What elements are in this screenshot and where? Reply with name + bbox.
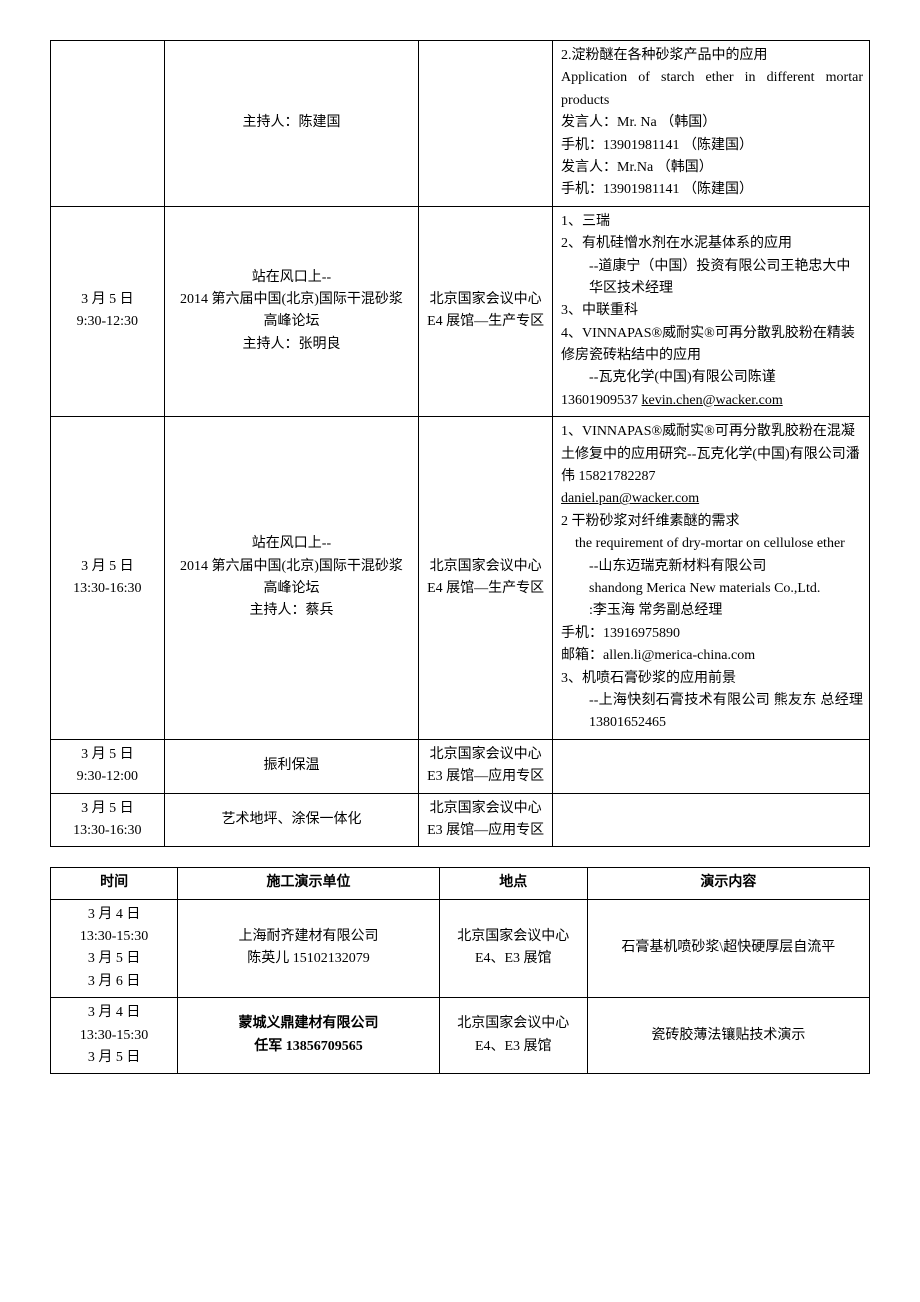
cell-topic: 站在风口上--2014 第六届中国(北京)国际干混砂浆高峰论坛主持人：张明良 <box>164 206 419 417</box>
detail-line: :李玉海 常务副总经理 <box>561 600 863 622</box>
detail-line: 邮箱：allen.li@merica-china.com <box>561 645 863 667</box>
cell-location <box>419 41 553 207</box>
detail-line: 手机：13916975890 <box>561 623 863 645</box>
detail-line: 手机：13901981141 （陈建国） <box>561 179 863 201</box>
table-row: 3 月 5 日9:30-12:30站在风口上--2014 第六届中国(北京)国际… <box>51 206 870 417</box>
detail-line: --道康宁（中国）投资有限公司王艳忠大中华区技术经理 <box>561 256 863 301</box>
cell-location: 北京国家会议中心 E4、E3 展馆 <box>439 998 587 1074</box>
cell-time: 3 月 5 日13:30-16:30 <box>51 793 165 847</box>
table-row: 3 月 4 日13:30-15:303 月 5 日3 月 6 日上海耐齐建材有限… <box>51 899 870 998</box>
cell-topic: 站在风口上--2014 第六届中国(北京)国际干混砂浆高峰论坛主持人：蔡兵 <box>164 417 419 739</box>
detail-line: 13601909537 kevin.chen@wacker.com <box>561 390 863 412</box>
cell-detail <box>553 739 870 793</box>
detail-line: 2.淀粉醚在各种砂浆产品中的应用 <box>561 45 863 67</box>
schedule-table-2: 时间 施工演示单位 地点 演示内容 3 月 4 日13:30-15:303 月 … <box>50 867 870 1074</box>
table2-header-row: 时间 施工演示单位 地点 演示内容 <box>51 868 870 899</box>
detail-line: --瓦克化学(中国)有限公司陈谨 <box>561 367 863 389</box>
table-row: 3 月 5 日13:30-16:30艺术地坪、涂保一体化北京国家会议中心 E3 … <box>51 793 870 847</box>
cell-unit: 蒙城义鼎建材有限公司任军 13856709565 <box>178 998 440 1074</box>
detail-line: 1、VINNAPAS®威耐实®可再分散乳胶粉在混凝土修复中的应用研究--瓦克化学… <box>561 421 863 488</box>
detail-line: 手机：13901981141 （陈建国） <box>561 135 863 157</box>
cell-time: 3 月 4 日13:30-15:303 月 5 日3 月 6 日 <box>51 899 178 998</box>
header-unit: 施工演示单位 <box>178 868 440 899</box>
detail-line: Application of starch ether in different… <box>561 67 863 112</box>
detail-line: 2、有机硅憎水剂在水泥基体系的应用 <box>561 233 863 255</box>
detail-line: 3、机喷石膏砂浆的应用前景 <box>561 668 863 690</box>
table-row: 3 月 4 日13:30-15:303 月 5 日蒙城义鼎建材有限公司任军 13… <box>51 998 870 1074</box>
header-loc: 地点 <box>439 868 587 899</box>
detail-line: 发言人：Mr. Na （韩国） <box>561 112 863 134</box>
detail-line: --山东迈瑞克新材料有限公司 <box>561 556 863 578</box>
cell-detail: 2.淀粉醚在各种砂浆产品中的应用Application of starch et… <box>553 41 870 207</box>
table-row: 3 月 5 日9:30-12:00振利保温北京国家会议中心 E3 展馆—应用专区 <box>51 739 870 793</box>
cell-time: 3 月 5 日9:30-12:30 <box>51 206 165 417</box>
detail-line: 2 干粉砂浆对纤维素醚的需求 <box>561 511 863 533</box>
cell-time: 3 月 5 日9:30-12:00 <box>51 739 165 793</box>
schedule-table-1: 主持人：陈建国 2.淀粉醚在各种砂浆产品中的应用Application of st… <box>50 40 870 847</box>
cell-location: 北京国家会议中心 E4 展馆—生产专区 <box>419 206 553 417</box>
cell-unit: 上海耐齐建材有限公司陈英儿 15102132079 <box>178 899 440 998</box>
cell-topic: 主持人：陈建国 <box>164 41 419 207</box>
detail-line: 3、中联重科 <box>561 300 863 322</box>
cell-detail <box>553 793 870 847</box>
header-time: 时间 <box>51 868 178 899</box>
detail-line: daniel.pan@wacker.com <box>561 488 863 510</box>
detail-line: the requirement of dry-mortar on cellulo… <box>561 533 863 555</box>
cell-detail: 1、三瑞2、有机硅憎水剂在水泥基体系的应用--道康宁（中国）投资有限公司王艳忠大… <box>553 206 870 417</box>
cell-time <box>51 41 165 207</box>
cell-location: 北京国家会议中心 E4 展馆—生产专区 <box>419 417 553 739</box>
table-row: 3 月 5 日13:30-16:30站在风口上--2014 第六届中国(北京)国… <box>51 417 870 739</box>
cell-location: 北京国家会议中心 E3 展馆—应用专区 <box>419 793 553 847</box>
cell-content: 瓷砖胶薄法镶贴技术演示 <box>587 998 869 1074</box>
cell-content: 石膏基机喷砂浆\超快硬厚层自流平 <box>587 899 869 998</box>
cell-location: 北京国家会议中心 E3 展馆—应用专区 <box>419 739 553 793</box>
detail-line: shandong Merica New materials Co.,Ltd. <box>561 578 863 600</box>
cell-topic: 艺术地坪、涂保一体化 <box>164 793 419 847</box>
cell-location: 北京国家会议中心 E4、E3 展馆 <box>439 899 587 998</box>
email-link: kevin.chen@wacker.com <box>642 393 783 408</box>
detail-line: 4、VINNAPAS®威耐实®可再分散乳胶粉在精装修房瓷砖粘结中的应用 <box>561 323 863 368</box>
detail-line: 发言人：Mr.Na （韩国） <box>561 157 863 179</box>
cell-topic: 振利保温 <box>164 739 419 793</box>
detail-line: --上海快刻石膏技术有限公司 熊友东 总经理 13801652465 <box>561 690 863 735</box>
cell-time: 3 月 4 日13:30-15:303 月 5 日 <box>51 998 178 1074</box>
cell-time: 3 月 5 日13:30-16:30 <box>51 417 165 739</box>
cell-detail: 1、VINNAPAS®威耐实®可再分散乳胶粉在混凝土修复中的应用研究--瓦克化学… <box>553 417 870 739</box>
detail-line: 1、三瑞 <box>561 211 863 233</box>
header-content: 演示内容 <box>587 868 869 899</box>
table-row: 主持人：陈建国 2.淀粉醚在各种砂浆产品中的应用Application of st… <box>51 41 870 207</box>
